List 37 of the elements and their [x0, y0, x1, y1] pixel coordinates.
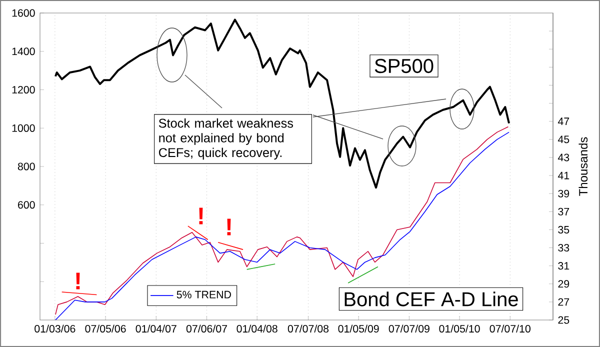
y2-tick-label: 39 [558, 190, 570, 198]
x-tick-label: 07/07/08 [288, 324, 329, 333]
y-tick-label: 1000 [12, 124, 35, 132]
x-tick-label: 01/04/08 [236, 324, 278, 333]
x-tick-label: 07/07/10 [490, 324, 530, 333]
annotation: Stock market weakness not explained by bond CEFs; quick recovery. [158, 118, 294, 160]
y2-tick-label: 47 [558, 118, 570, 126]
y2-tick-label: 37 [558, 208, 570, 216]
y-tick-label: 1600 [12, 9, 35, 17]
x-tick-label: 07/05/06 [85, 324, 126, 333]
x-tick-label: 01/05/10 [439, 324, 480, 333]
y2-tick-label: 25 [558, 316, 570, 324]
annotation: ! [227, 218, 231, 236]
y2-tick-label: 45 [558, 136, 570, 144]
y-tick-label: 1400 [12, 48, 35, 56]
x-tick-label: 07/07/09 [388, 324, 430, 333]
line-series [54, 18, 510, 189]
y-tick-label: 1200 [12, 86, 35, 94]
y-tick-label: 600 [18, 201, 35, 209]
x-tick-label: 01/04/07 [136, 324, 176, 333]
y2-tick-label: 29 [558, 280, 570, 288]
x-tick-label: 01/03/06 [34, 324, 76, 333]
legend-label: 5% TREND [176, 290, 231, 298]
y2-axis-title: Thousands [578, 137, 588, 196]
annotation: ! [199, 208, 203, 224]
annotation: Bond CEF A-D Line [344, 292, 518, 306]
y2-tick-label: 41 [558, 172, 570, 180]
y-tick-label: 800 [18, 162, 35, 170]
y2-tick-label: 43 [558, 154, 570, 162]
annotation: SP500 [374, 58, 434, 74]
x-tick-label: 01/05/09 [338, 324, 379, 333]
y2-tick-label: 35 [558, 226, 570, 234]
annotation: ! [76, 272, 80, 290]
y2-tick-label: 33 [558, 244, 570, 252]
y2-tick-label: 31 [558, 262, 570, 270]
x-tick-label: 07/06/07 [186, 324, 227, 333]
y2-tick-label: 27 [558, 298, 570, 306]
